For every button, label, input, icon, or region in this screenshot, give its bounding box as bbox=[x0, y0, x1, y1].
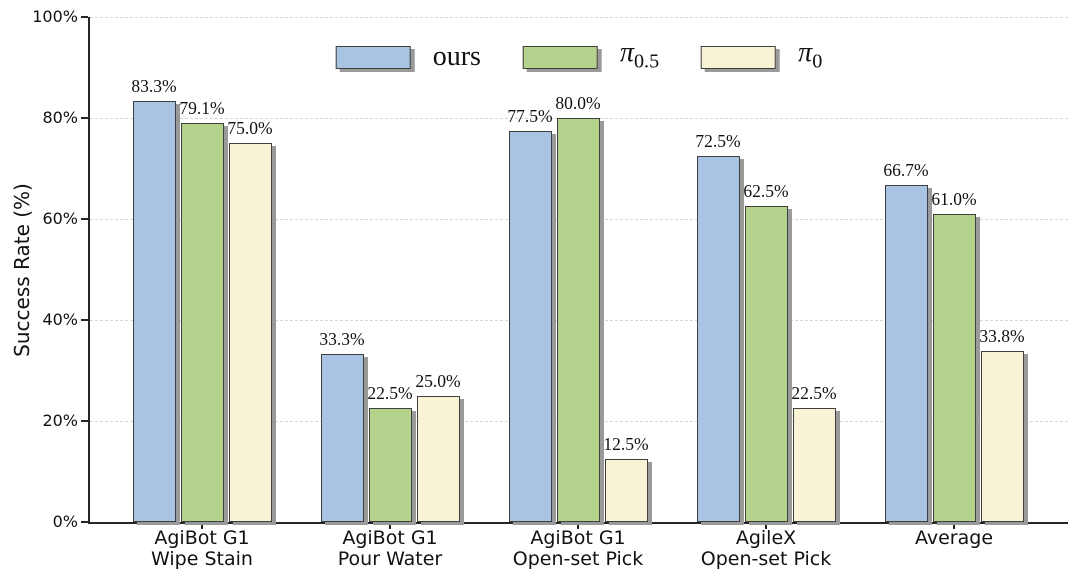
bar-value-label: 22.5% bbox=[791, 383, 837, 404]
bar-pi_0.5-2 bbox=[556, 118, 600, 522]
bar-value-label: 62.5% bbox=[743, 181, 789, 202]
bar-pi_0-0 bbox=[228, 143, 272, 522]
bar-pi_0.5-3 bbox=[744, 206, 788, 522]
bar-value-label: 33.3% bbox=[319, 328, 365, 349]
y-tick-mark-80 bbox=[81, 117, 88, 119]
legend-label-ours: ours bbox=[432, 41, 481, 73]
bar-ours-2 bbox=[508, 130, 552, 522]
bar-value-label: 25.0% bbox=[415, 370, 461, 391]
y-tick-label-20: 20% bbox=[42, 411, 78, 430]
bar-pi_0-1 bbox=[416, 395, 460, 522]
bar-value-label: 83.3% bbox=[131, 76, 177, 97]
legend-label-pi_0.5: π0.5 bbox=[619, 37, 660, 73]
bar-value-label: 61.0% bbox=[931, 188, 977, 209]
plot-area: ours π0.5 π0 0% 20% 40% 60% 80% 100% AgiBot G1 W… bbox=[32, 7, 1068, 570]
bar-pi_0.5-0 bbox=[180, 122, 224, 522]
y-tick-label-40: 40% bbox=[42, 310, 78, 329]
bar-ours-0 bbox=[132, 101, 176, 522]
x-tick-mark-2 bbox=[577, 522, 579, 529]
y-axis-line bbox=[88, 17, 90, 524]
bar-pi_0-3 bbox=[792, 408, 836, 522]
bar-value-label: 80.0% bbox=[555, 93, 601, 113]
bar-pi_0.5-4 bbox=[932, 213, 976, 522]
bar-value-label: 12.5% bbox=[603, 433, 649, 454]
bar-value-label: 72.5% bbox=[695, 130, 741, 151]
x-category-label: Average bbox=[914, 527, 994, 549]
legend-item-ours: ours bbox=[335, 41, 481, 73]
y-tick-mark-40 bbox=[81, 319, 88, 321]
y-tick-label-80: 80% bbox=[42, 108, 78, 127]
y-tick-label-100: 100% bbox=[32, 7, 78, 26]
x-tick-mark-3 bbox=[765, 522, 767, 529]
x-category-label: AgiBot G1 Pour Water bbox=[337, 527, 443, 570]
x-tick-mark-0 bbox=[201, 522, 203, 529]
x-category-label: AgileX Open-set Pick bbox=[700, 527, 832, 570]
y-tick-mark-60 bbox=[81, 218, 88, 220]
x-category-label: AgiBot G1 Open-set Pick bbox=[512, 527, 644, 570]
y-tick-label-60: 60% bbox=[42, 209, 78, 228]
legend-label-pi_0: π0 bbox=[798, 37, 823, 73]
legend-swatch-pi_0.5 bbox=[522, 45, 598, 69]
legend-item-pi_0.5: π0.5 bbox=[522, 37, 660, 77]
bar-pi_0-4 bbox=[980, 351, 1024, 522]
bar-pi_0.5-1 bbox=[368, 408, 412, 522]
legend-swatch-ours bbox=[335, 45, 411, 69]
legend: ours π0.5 π0 bbox=[335, 37, 822, 77]
x-tick-mark-4 bbox=[953, 522, 955, 529]
y-tick-mark-0 bbox=[81, 521, 88, 523]
legend-item-pi_0: π0 bbox=[701, 38, 822, 77]
bar-ours-4 bbox=[884, 185, 928, 522]
x-category-label: AgiBot G1 Wipe Stain bbox=[151, 527, 253, 570]
bar-value-label: 22.5% bbox=[367, 383, 413, 404]
legend-swatch-pi_0 bbox=[701, 45, 777, 69]
y-tick-mark-100 bbox=[81, 16, 88, 18]
y-tick-mark-20 bbox=[81, 420, 88, 422]
bar-value-label: 75.0% bbox=[227, 118, 273, 139]
y-tick-label-0: 0% bbox=[52, 512, 78, 531]
bar-ours-3 bbox=[696, 155, 740, 522]
bar-value-label: 33.8% bbox=[979, 326, 1025, 347]
bar-value-label: 77.5% bbox=[507, 105, 553, 126]
bar-pi_0-2 bbox=[604, 458, 648, 522]
bar-value-label: 79.1% bbox=[179, 97, 225, 118]
bar-ours-1 bbox=[320, 353, 364, 522]
bar-value-label: 66.7% bbox=[883, 160, 929, 181]
x-tick-mark-1 bbox=[389, 522, 391, 529]
gridline-100 bbox=[90, 16, 1068, 18]
